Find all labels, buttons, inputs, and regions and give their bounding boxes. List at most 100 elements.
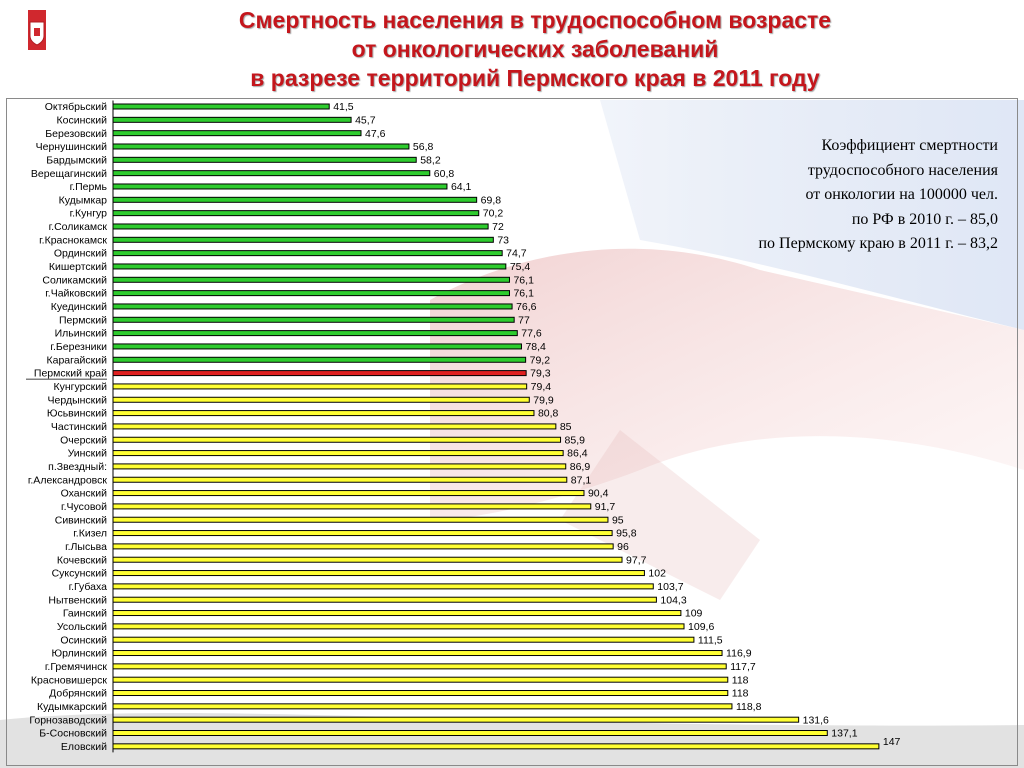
value-label: 90,4: [588, 488, 609, 500]
bar: [112, 290, 510, 297]
category-label: г.Гремячинск: [45, 661, 108, 673]
value-label: 77: [518, 314, 530, 326]
category-label: Чернушинский: [36, 141, 108, 153]
value-label: 74,7: [506, 248, 527, 260]
bar: [112, 476, 568, 483]
value-label: 76,1: [513, 288, 534, 300]
bar: [112, 503, 592, 510]
category-label: Оханский: [61, 488, 108, 500]
category-label: п.Звездный:: [48, 461, 107, 473]
bar: [112, 556, 623, 563]
category-label: Березовский: [45, 128, 107, 140]
category-label: Бардымский: [46, 154, 107, 166]
category-label: Верещагинский: [31, 168, 107, 180]
bar: [112, 130, 362, 137]
bar: [112, 330, 518, 337]
value-label: 77,6: [521, 328, 542, 340]
category-label: Частинский: [51, 421, 107, 433]
bar: [112, 356, 527, 363]
category-label: г.Кизел: [73, 528, 107, 540]
bar: [112, 463, 567, 470]
bar: [112, 596, 657, 603]
category-label: Гаинский: [63, 608, 107, 620]
category-label: Карагайский: [46, 354, 107, 366]
value-label: 118: [732, 688, 749, 700]
note-line-5: по Пермскому краю в 2011 г. – 83,2: [758, 235, 998, 252]
category-label: Сивинский: [55, 514, 107, 526]
category-label: Юсьвинский: [47, 408, 107, 420]
bar: [112, 316, 515, 323]
value-label: 109,6: [688, 621, 714, 633]
bar: [112, 516, 609, 523]
category-label: Кудымкарский: [37, 701, 107, 713]
note-line-1: Коэффициент смертности: [821, 137, 998, 154]
bar: [112, 690, 729, 697]
category-label: Пермский край: [34, 368, 107, 380]
value-label: 73: [497, 234, 509, 246]
category-label: Косинский: [57, 114, 108, 126]
bar: [112, 143, 410, 150]
value-label: 137,1: [831, 728, 857, 740]
category-label: Кудымкар: [59, 194, 108, 206]
value-label: 79,3: [530, 368, 551, 380]
value-label: 116,9: [726, 648, 752, 660]
value-label: 56,8: [413, 141, 434, 153]
bar: [112, 423, 557, 430]
value-label: 103,7: [657, 581, 683, 593]
bar: [112, 383, 528, 390]
bar: [112, 703, 733, 710]
bar: [112, 743, 880, 750]
note-line-3: от онкологии на 100000 чел.: [805, 186, 998, 203]
bar: [112, 636, 695, 643]
bar: [112, 530, 613, 537]
value-label: 95,8: [616, 528, 637, 540]
value-label: 131,6: [803, 714, 829, 726]
category-label: Кишертский: [49, 261, 107, 273]
bar: [112, 210, 480, 217]
category-label: Соликамский: [42, 274, 107, 286]
value-label: 85: [560, 421, 572, 433]
title-line-1: Смертность населения в трудоспособном во…: [238, 7, 832, 33]
value-label: 79,9: [533, 394, 554, 406]
value-label: 69,8: [481, 194, 502, 206]
category-label: Кунгурский: [53, 381, 107, 393]
category-label: Добрянский: [49, 688, 107, 700]
bar: [112, 103, 330, 110]
bar: [112, 196, 478, 203]
value-label: 58,2: [420, 154, 441, 166]
chart-title: Смертность населения в трудоспособном во…: [120, 6, 950, 93]
value-label: 91,7: [595, 501, 616, 513]
category-label: г.Пермь: [70, 181, 108, 193]
value-label: 72: [492, 221, 504, 233]
bar: [112, 343, 522, 350]
category-label: Б-Сосновский: [39, 728, 107, 740]
category-label: Куединский: [51, 301, 107, 313]
bar: [112, 716, 800, 723]
value-label: 109: [685, 608, 703, 620]
value-label: 45,7: [355, 114, 376, 126]
bar: [112, 676, 729, 683]
bar: [112, 370, 527, 377]
category-label: Красновишерск: [31, 674, 107, 686]
category-label: г.Березники: [50, 341, 107, 353]
value-label: 79,2: [530, 354, 551, 366]
category-label: г.Краснокамск: [39, 234, 107, 246]
category-label: Кочевский: [57, 554, 107, 566]
category-label: г.Лысьва: [65, 541, 107, 553]
bar: [112, 583, 654, 590]
bar: [112, 490, 585, 497]
bar: [112, 223, 489, 230]
bar: [112, 410, 535, 417]
bar: [112, 730, 828, 737]
title-line-3: в разрезе территорий Пермского края в 20…: [250, 65, 820, 91]
value-label: 47,6: [365, 128, 386, 140]
value-label: 79,4: [531, 381, 552, 393]
category-label: г.Чайковский: [45, 288, 107, 300]
category-label: Осинский: [60, 634, 107, 646]
note-line-2: трудоспособного населения: [807, 161, 998, 179]
category-label: г.Александровск: [28, 474, 108, 486]
value-label: 102: [648, 568, 666, 580]
title-line-2: от онкологических заболеваний: [351, 36, 719, 62]
bar: [112, 663, 727, 670]
value-label: 80,8: [538, 408, 559, 420]
